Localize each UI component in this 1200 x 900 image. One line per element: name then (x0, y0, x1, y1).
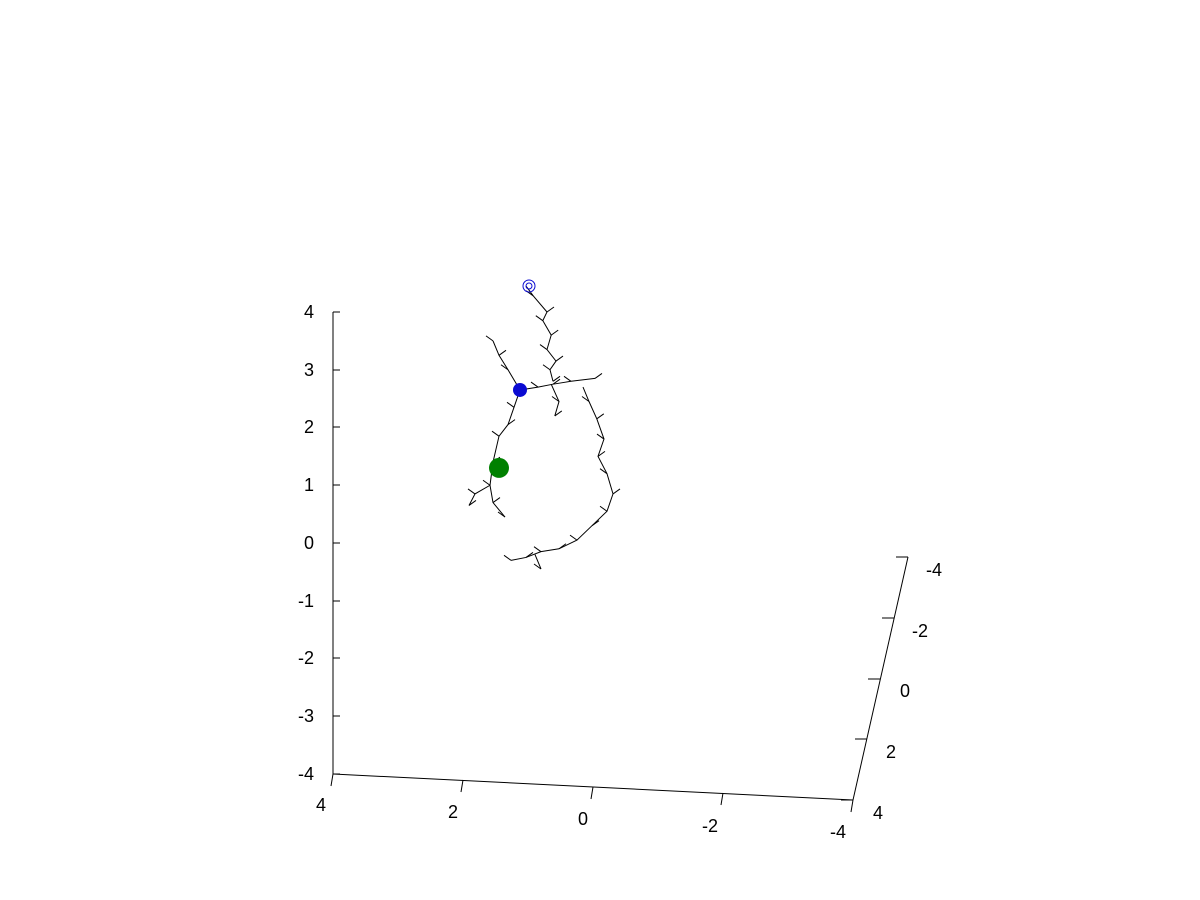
v-tick-label-7: -3 (298, 706, 314, 726)
depth-axis-line (852, 556, 909, 801)
trace-lower-left-twig (468, 484, 491, 506)
v-tick-label-8: -4 (298, 764, 314, 784)
twig-main-branch-4 (550, 329, 559, 336)
twig-main-branch-8 (552, 375, 561, 382)
twig-right-loop-13 (503, 554, 512, 561)
f-tick-label-1: 2 (448, 802, 458, 822)
twig-lower-left-twig-1 (467, 488, 476, 495)
twig-stem-to-green-6 (492, 497, 501, 503)
twig-right-loop-2 (596, 413, 605, 420)
twig-upper-left-branch-1 (500, 364, 509, 371)
twig-stem-to-green-1 (506, 401, 515, 408)
d-tick-label-2: 0 (900, 681, 910, 701)
twig-main-branch-6 (555, 355, 564, 362)
vertical-axis-ticks (333, 311, 340, 775)
twig-middle-branch-1 (551, 396, 560, 402)
d-tick-label-4: 4 (873, 803, 883, 823)
twig-right-loop-10 (558, 543, 567, 550)
twig-right-loop-6 (612, 488, 621, 495)
neuron-markers (489, 279, 536, 478)
twig-stem-to-green-7 (497, 511, 506, 518)
twig-stem-to-green-2 (507, 419, 516, 426)
twig-right-loop-8 (591, 520, 600, 527)
twig-main-branch-7 (542, 364, 551, 371)
twig-upper-left-branch-2 (498, 349, 507, 356)
v-tick-label-1: 3 (304, 360, 314, 380)
d-tick-label-0: -4 (926, 560, 942, 580)
v-tick-label-2: 2 (304, 417, 314, 437)
twig-right-loop-4 (597, 450, 606, 457)
trace-upper-left-branch (492, 340, 521, 391)
f-tick-2 (590, 786, 594, 800)
twig-lower-left-twig-2 (468, 500, 477, 506)
d-tick-label-1: -2 (912, 621, 928, 641)
f-tick-1 (460, 779, 464, 793)
front-axis-labels: 4 2 0 -2 -4 (316, 795, 846, 842)
neuron-traces (467, 285, 621, 570)
twig-right-loop-7 (599, 505, 608, 512)
f-tick-label-3: -2 (702, 816, 718, 836)
blue-open-marker (522, 279, 536, 293)
v-tick-label-0: 4 (304, 302, 314, 322)
trace-main-branch (525, 285, 557, 382)
twig-right-loop-12 (525, 552, 534, 558)
d-tick-label-3: 2 (886, 742, 896, 762)
axes (332, 312, 909, 801)
twig-cross-branch-1 (530, 381, 539, 388)
f-tick-label-0: 4 (316, 795, 326, 815)
twig-right-loop-1 (581, 396, 590, 402)
f-tick-4 (850, 799, 854, 813)
f-tick-label-4: -4 (830, 822, 846, 842)
trace-lower-tail (534, 554, 542, 570)
twig-stem-to-green-3 (491, 430, 500, 437)
depth-axis-labels: -4 -2 0 2 4 (873, 560, 942, 823)
twig-right-loop-5 (599, 468, 608, 475)
v-tick-label-3: 1 (304, 475, 314, 495)
twig-cross-branch-4 (594, 373, 603, 379)
f-tick-label-2: 0 (578, 809, 588, 829)
v-tick-label-6: -2 (298, 648, 314, 668)
twig-stem-to-green-5 (482, 479, 491, 486)
f-tick-3 (720, 792, 724, 806)
twig-main-branch-3 (535, 315, 544, 322)
blue-filled-marker (513, 382, 527, 397)
trace-right-loop (510, 386, 614, 561)
twig-upper-left-branch-3 (485, 335, 494, 342)
green-filled-marker (489, 457, 509, 478)
twig-cross-branch-2 (552, 378, 561, 385)
trace-stem-to-green (489, 389, 521, 518)
twig-right-loop-9 (569, 534, 578, 541)
twig-main-branch-2 (546, 306, 555, 313)
f-tick-0 (330, 773, 334, 787)
twig-right-loop-3 (596, 433, 605, 440)
v-tick-label-5: -1 (298, 591, 314, 611)
twig-right-loop-11 (533, 546, 542, 553)
twig-main-branch-5 (539, 344, 548, 350)
twig-lower-tail-1 (533, 563, 542, 570)
twig-middle-branch-2 (554, 410, 563, 417)
front-axis-ticks (330, 773, 854, 813)
blue-open-marker-inner (525, 282, 533, 290)
twig-cross-branch-3 (563, 375, 572, 382)
vertical-axis-labels: 4 3 2 1 0 -1 -2 -3 -4 (298, 302, 314, 784)
v-tick-label-4: 0 (304, 533, 314, 553)
depth-axis-ticks (841, 556, 908, 801)
